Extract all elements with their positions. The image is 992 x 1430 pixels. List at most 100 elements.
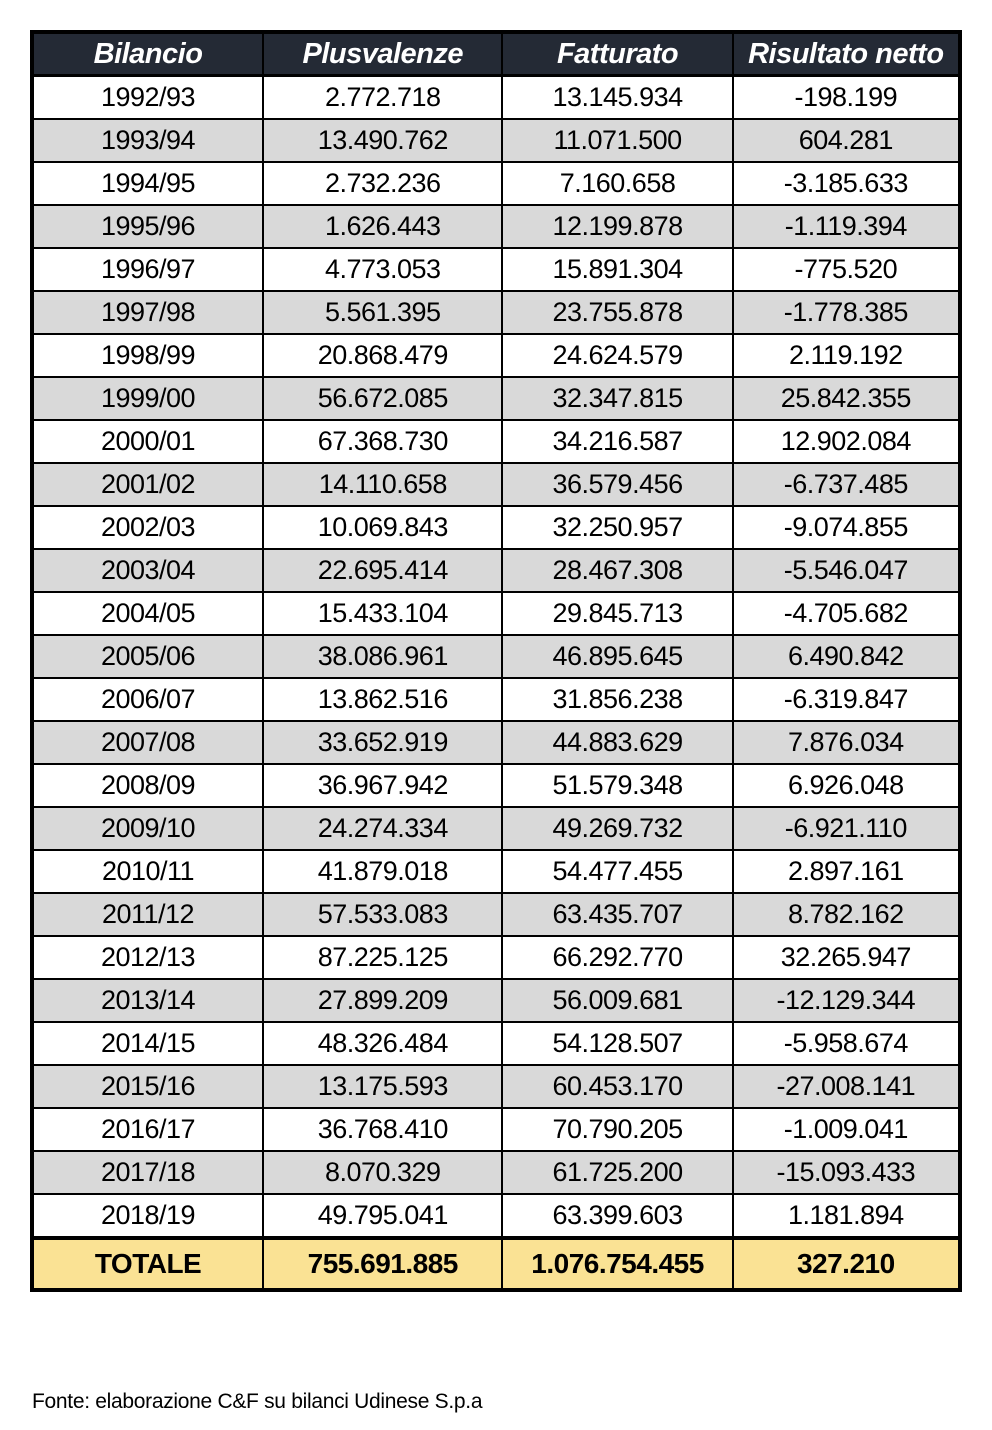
cell-value: -1.778.385	[731, 290, 962, 335]
cell-bilancio: 2002/03	[30, 505, 265, 550]
cell-bilancio: 1996/97	[30, 247, 265, 292]
cell-value: 10.069.843	[262, 505, 504, 550]
cell-bilancio: 2018/19	[30, 1193, 265, 1239]
cell-bilancio: 2012/13	[30, 935, 265, 980]
table-row: 2005/06 38.086.961 46.895.645 6.490.842	[30, 634, 962, 679]
table-row: 2008/09 36.967.942 51.579.348 6.926.048	[30, 763, 962, 808]
cell-bilancio: 1995/96	[30, 204, 265, 249]
total-label: TOTALE	[30, 1236, 265, 1292]
cell-value: 34.216.587	[501, 419, 734, 464]
cell-value: 2.732.236	[262, 161, 504, 206]
cell-value: -198.199	[731, 74, 962, 120]
cell-value: 15.433.104	[262, 591, 504, 636]
cell-bilancio: 2011/12	[30, 892, 265, 937]
cell-bilancio: 2016/17	[30, 1107, 265, 1152]
total-plusvalenze: 755.691.885	[262, 1236, 504, 1292]
cell-value: 8.070.329	[262, 1150, 504, 1195]
cell-value: 51.579.348	[501, 763, 734, 808]
cell-value: 33.652.919	[262, 720, 504, 765]
table-row: 2016/17 36.768.410 70.790.205 -1.009.041	[30, 1107, 962, 1152]
cell-bilancio: 2006/07	[30, 677, 265, 722]
table-row: 2003/04 22.695.414 28.467.308 -5.546.047	[30, 548, 962, 593]
table-row: 2001/02 14.110.658 36.579.456 -6.737.485	[30, 462, 962, 507]
table-row: 2013/14 27.899.209 56.009.681 -12.129.344	[30, 978, 962, 1023]
cell-value: 31.856.238	[501, 677, 734, 722]
cell-value: 604.281	[731, 118, 962, 163]
cell-bilancio: 2014/15	[30, 1021, 265, 1066]
cell-value: 11.071.500	[501, 118, 734, 163]
table-row: 2000/01 67.368.730 34.216.587 12.902.084	[30, 419, 962, 464]
cell-value: -9.074.855	[731, 505, 962, 550]
total-fatturato: 1.076.754.455	[501, 1236, 734, 1292]
cell-value: 23.755.878	[501, 290, 734, 335]
cell-value: 41.879.018	[262, 849, 504, 894]
table-row: 1998/99 20.868.479 24.624.579 2.119.192	[30, 333, 962, 378]
cell-value: 7.160.658	[501, 161, 734, 206]
table-row: 2004/05 15.433.104 29.845.713 -4.705.682	[30, 591, 962, 636]
cell-value: 36.768.410	[262, 1107, 504, 1152]
table-header-row: Bilancio Plusvalenze Fatturato Risultato…	[30, 31, 962, 77]
cell-value: 13.145.934	[501, 74, 734, 120]
cell-value: 67.368.730	[262, 419, 504, 464]
cell-value: 63.435.707	[501, 892, 734, 937]
cell-value: 49.795.041	[262, 1193, 504, 1239]
cell-value: 12.902.084	[731, 419, 962, 464]
cell-value: 20.868.479	[262, 333, 504, 378]
cell-value: 22.695.414	[262, 548, 504, 593]
total-risultato-netto: 327.210	[731, 1236, 962, 1292]
cell-value: 24.274.334	[262, 806, 504, 851]
table-row: 2018/19 49.795.041 63.399.603 1.181.894	[30, 1193, 962, 1239]
cell-value: 87.225.125	[262, 935, 504, 980]
table-row: 1999/00 56.672.085 32.347.815 25.842.355	[30, 376, 962, 421]
table-row: 2017/18 8.070.329 61.725.200 -15.093.433	[30, 1150, 962, 1195]
cell-value: -3.185.633	[731, 161, 962, 206]
cell-value: 1.181.894	[731, 1193, 962, 1239]
cell-value: 8.782.162	[731, 892, 962, 937]
cell-bilancio: 1992/93	[30, 74, 265, 120]
cell-value: 13.175.593	[262, 1064, 504, 1109]
table-row: 1994/95 2.732.236 7.160.658 -3.185.633	[30, 161, 962, 206]
table-row: 1995/96 1.626.443 12.199.878 -1.119.394	[30, 204, 962, 249]
cell-value: 36.967.942	[262, 763, 504, 808]
table-row: 2009/10 24.274.334 49.269.732 -6.921.110	[30, 806, 962, 851]
column-header-risultato-netto: Risultato netto	[731, 31, 962, 77]
cell-value: 49.269.732	[501, 806, 734, 851]
cell-value: 56.009.681	[501, 978, 734, 1023]
cell-value: 13.862.516	[262, 677, 504, 722]
cell-bilancio: 1993/94	[30, 118, 265, 163]
cell-bilancio: 2007/08	[30, 720, 265, 765]
cell-bilancio: 2008/09	[30, 763, 265, 808]
cell-value: -4.705.682	[731, 591, 962, 636]
cell-value: 36.579.456	[501, 462, 734, 507]
table-row: 1992/93 2.772.718 13.145.934 -198.199	[30, 74, 962, 120]
table-row: 2010/11 41.879.018 54.477.455 2.897.161	[30, 849, 962, 894]
cell-value: 61.725.200	[501, 1150, 734, 1195]
column-header-fatturato: Fatturato	[501, 31, 734, 77]
cell-bilancio: 1994/95	[30, 161, 265, 206]
cell-value: -6.921.110	[731, 806, 962, 851]
cell-value: 32.347.815	[501, 376, 734, 421]
cell-value: -775.520	[731, 247, 962, 292]
table-row: 1996/97 4.773.053 15.891.304 -775.520	[30, 247, 962, 292]
cell-value: 56.672.085	[262, 376, 504, 421]
cell-value: -6.319.847	[731, 677, 962, 722]
cell-value: 44.883.629	[501, 720, 734, 765]
cell-value: -5.546.047	[731, 548, 962, 593]
cell-value: 5.561.395	[262, 290, 504, 335]
cell-value: 54.128.507	[501, 1021, 734, 1066]
cell-bilancio: 1999/00	[30, 376, 265, 421]
table-row: 2006/07 13.862.516 31.856.238 -6.319.847	[30, 677, 962, 722]
cell-value: 63.399.603	[501, 1193, 734, 1239]
cell-value: -27.008.141	[731, 1064, 962, 1109]
cell-bilancio: 2001/02	[30, 462, 265, 507]
column-header-bilancio: Bilancio	[30, 31, 265, 77]
cell-value: 70.790.205	[501, 1107, 734, 1152]
cell-value: 2.119.192	[731, 333, 962, 378]
cell-bilancio: 1998/99	[30, 333, 265, 378]
cell-value: 24.624.579	[501, 333, 734, 378]
cell-value: 32.250.957	[501, 505, 734, 550]
cell-value: -1.009.041	[731, 1107, 962, 1152]
cell-value: 6.926.048	[731, 763, 962, 808]
cell-value: 57.533.083	[262, 892, 504, 937]
